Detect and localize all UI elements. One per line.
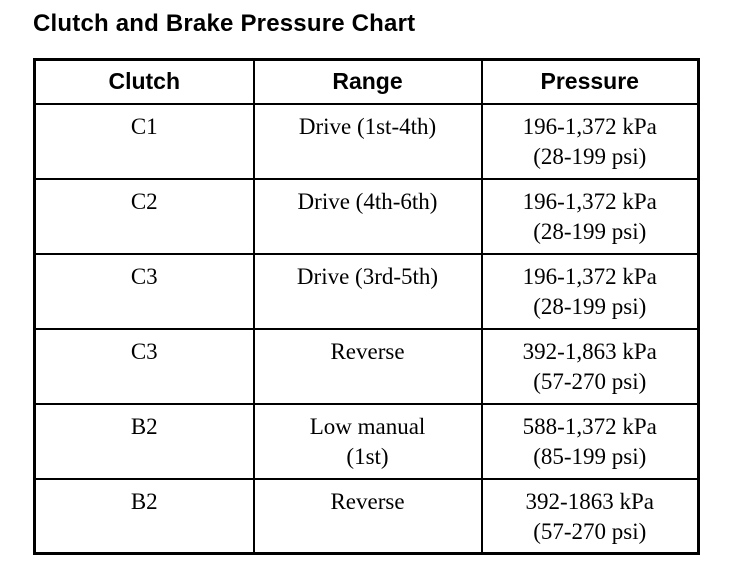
range-line-1: Reverse — [330, 338, 405, 364]
table-row: C2 Drive (4th-6th) 196-1,372 kPa (28-199… — [33, 177, 700, 255]
table-row: C1 Drive (1st-4th) 196-1,372 kPa (28-199… — [33, 102, 700, 180]
pressure-psi: (57-270 psi) — [533, 518, 647, 544]
pressure-kpa: 392-1863 kPa — [525, 488, 654, 514]
table-row: C3 Reverse 392-1,863 kPa (57-270 psi) — [33, 327, 700, 405]
pressure-cell: 588-1,372 kPa (85-199 psi) — [480, 402, 700, 480]
pressure-kpa: 196-1,372 kPa — [522, 113, 657, 139]
table-row: C3 Drive (3rd-5th) 196-1,372 kPa (28-199… — [33, 252, 700, 330]
range-line-1: Low manual — [309, 413, 426, 439]
clutch-cell: C3 — [33, 252, 255, 330]
pressure-kpa: 196-1,372 kPa — [522, 263, 657, 289]
pressure-psi: (28-199 psi) — [533, 143, 647, 169]
table-row: B2 Low manual (1st) 588-1,372 kPa (85-19… — [33, 402, 700, 480]
range-cell: Low manual (1st) — [252, 402, 483, 480]
range-cell: Drive (3rd-5th) — [252, 252, 483, 330]
column-header-pressure: Pressure — [480, 58, 700, 105]
range-line-1: Drive (3rd-5th) — [296, 263, 439, 289]
header-row: Clutch Range Pressure — [33, 58, 700, 105]
range-cell: Reverse — [252, 327, 483, 405]
pressure-cell: 392-1,863 kPa (57-270 psi) — [480, 327, 700, 405]
clutch-cell: C3 — [33, 327, 255, 405]
clutch-cell: C1 — [33, 102, 255, 180]
pressure-cell: 196-1,372 kPa (28-199 psi) — [480, 177, 700, 255]
pressure-table: Clutch Range Pressure C1 Drive (1st-4th)… — [33, 58, 700, 555]
pressure-psi: (57-270 psi) — [533, 368, 647, 394]
range-line-1: Drive (4th-6th) — [297, 188, 438, 214]
page-title: Clutch and Brake Pressure Chart — [33, 10, 416, 37]
pressure-kpa: 196-1,372 kPa — [522, 188, 657, 214]
range-cell: Drive (4th-6th) — [252, 177, 483, 255]
pressure-kpa: 392-1,863 kPa — [522, 338, 657, 364]
range-line-1: Drive (1st-4th) — [298, 113, 437, 139]
clutch-cell: B2 — [33, 402, 255, 480]
pressure-psi: (85-199 psi) — [533, 443, 647, 469]
pressure-psi: (28-199 psi) — [533, 293, 647, 319]
column-header-clutch: Clutch — [33, 58, 255, 105]
pressure-cell: 196-1,372 kPa (28-199 psi) — [480, 252, 700, 330]
pressure-kpa: 588-1,372 kPa — [522, 413, 657, 439]
table-row: B2 Reverse 392-1863 kPa (57-270 psi) — [33, 477, 700, 555]
range-line-2: (1st) — [346, 443, 389, 469]
pressure-cell: 196-1,372 kPa (28-199 psi) — [480, 102, 700, 180]
range-cell: Drive (1st-4th) — [252, 102, 483, 180]
pressure-psi: (28-199 psi) — [533, 218, 647, 244]
range-cell: Reverse — [252, 477, 483, 555]
clutch-cell: C2 — [33, 177, 255, 255]
clutch-cell: B2 — [33, 477, 255, 555]
pressure-cell: 392-1863 kPa (57-270 psi) — [480, 477, 700, 555]
column-header-range: Range — [252, 58, 483, 105]
range-line-1: Reverse — [330, 488, 405, 514]
